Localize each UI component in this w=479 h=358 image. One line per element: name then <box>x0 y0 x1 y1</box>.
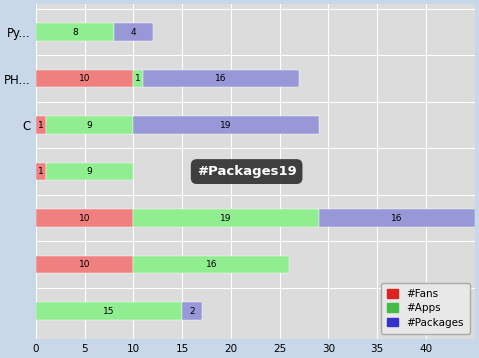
Bar <box>36 209 133 227</box>
Bar <box>36 23 114 41</box>
Bar <box>46 116 133 134</box>
Text: 1: 1 <box>38 167 44 176</box>
Text: 15: 15 <box>103 306 114 315</box>
Bar <box>46 163 133 180</box>
Bar <box>133 256 289 274</box>
Text: 2: 2 <box>189 306 194 315</box>
Bar <box>133 209 319 227</box>
Text: 1: 1 <box>136 74 141 83</box>
Text: 10: 10 <box>79 214 91 223</box>
Text: 10: 10 <box>79 74 91 83</box>
Bar <box>182 302 202 320</box>
Bar <box>133 116 319 134</box>
Bar <box>36 256 133 274</box>
Bar <box>133 70 143 87</box>
Bar <box>319 209 475 227</box>
Text: 16: 16 <box>391 214 402 223</box>
Text: 1: 1 <box>38 121 44 130</box>
Text: 8: 8 <box>72 28 78 37</box>
Bar <box>114 23 153 41</box>
Bar <box>36 116 46 134</box>
Text: 4: 4 <box>131 28 136 37</box>
Text: 19: 19 <box>220 214 232 223</box>
Bar <box>36 70 133 87</box>
Text: 9: 9 <box>87 167 92 176</box>
Text: 16: 16 <box>216 74 227 83</box>
Text: 10: 10 <box>79 260 91 269</box>
Text: 9: 9 <box>87 121 92 130</box>
Text: #Packages19: #Packages19 <box>197 165 297 178</box>
Legend: #Fans, #Apps, #Packages: #Fans, #Apps, #Packages <box>381 283 469 334</box>
Bar <box>143 70 299 87</box>
Text: 16: 16 <box>205 260 217 269</box>
Bar <box>36 163 46 180</box>
Text: 19: 19 <box>220 121 232 130</box>
Bar <box>36 302 182 320</box>
